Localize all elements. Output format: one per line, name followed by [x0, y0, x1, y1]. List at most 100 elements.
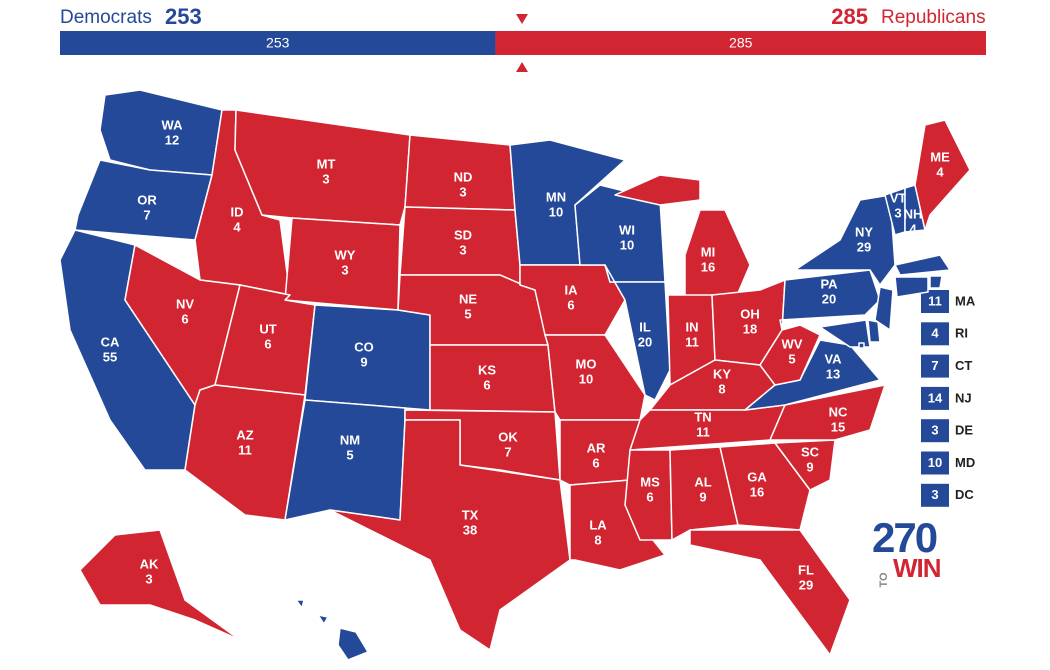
state-votes: 38 — [463, 522, 477, 537]
small-state-abbr: MD — [955, 455, 975, 470]
logo-number: 270 — [872, 514, 937, 561]
state-abbr: IL — [639, 319, 651, 334]
state-abbr: MO — [576, 356, 597, 371]
state-votes: 5 — [788, 351, 795, 366]
state-shape — [819, 319, 871, 348]
state: AK3 — [79, 529, 241, 641]
logo-to: TO — [878, 572, 890, 588]
state-shape — [329, 419, 571, 651]
state-shape — [914, 119, 971, 231]
state-votes: 8 — [594, 532, 601, 547]
state-votes: 13 — [826, 366, 840, 381]
state-votes: 3 — [894, 205, 901, 220]
state-votes: 4 — [233, 219, 241, 234]
rep-total: 285 — [831, 4, 868, 29]
state-shape — [794, 194, 896, 286]
small-state-box — [921, 386, 949, 410]
state-votes: 3 — [341, 262, 348, 277]
state-votes: 8 — [718, 381, 725, 396]
state-abbr: AK — [140, 556, 159, 571]
state-abbr: AZ — [236, 427, 253, 442]
state-shape — [669, 446, 739, 541]
state-abbr: OH — [740, 306, 760, 321]
state-votes: 11 — [238, 442, 252, 457]
logo-win: WIN — [893, 553, 941, 583]
state-abbr: IN — [686, 319, 699, 334]
state-votes: 15 — [831, 419, 845, 434]
small-state-box — [921, 322, 949, 346]
state-votes: 10 — [620, 237, 634, 252]
state-votes: 20 — [822, 291, 836, 306]
state-abbr: NH — [904, 206, 923, 221]
state-abbr: SD — [454, 227, 472, 242]
state-votes: 3 — [145, 571, 152, 586]
state: CO9 — [304, 304, 431, 411]
small-state-abbr: DC — [955, 487, 974, 502]
state-shape — [684, 209, 751, 301]
state-votes: 3 — [322, 171, 329, 186]
state-votes: 16 — [750, 484, 764, 499]
state-votes: 6 — [592, 455, 599, 470]
state: ME4 — [914, 119, 971, 231]
state: NV6 — [124, 244, 241, 406]
state-shape — [317, 614, 329, 625]
state-abbr: TX — [462, 507, 479, 522]
state-votes: 6 — [567, 297, 574, 312]
state-shape — [337, 627, 369, 661]
state-abbr: TN — [694, 409, 711, 424]
state-votes: 29 — [799, 577, 813, 592]
state-votes: 4 — [909, 221, 917, 236]
state-votes: 7 — [143, 207, 150, 222]
state-shape — [769, 384, 886, 441]
small-state-box — [921, 290, 949, 313]
state-shape — [774, 439, 836, 491]
state-votes: 55 — [103, 349, 117, 364]
state: HI4 — [295, 599, 369, 661]
state: SC9 — [774, 439, 836, 491]
state-abbr: NE — [459, 291, 477, 306]
state-abbr: AR — [587, 440, 606, 455]
state-votes: 12 — [165, 132, 179, 147]
small-state-votes: 7 — [931, 358, 938, 373]
state-shape — [719, 442, 811, 531]
state-abbr: NC — [829, 404, 848, 419]
state-shape — [858, 342, 865, 349]
state: MS6 — [624, 449, 673, 541]
state-shape — [295, 599, 305, 609]
state-votes: 4 — [318, 639, 326, 654]
state: NM5 — [284, 399, 406, 521]
state-shape — [929, 275, 943, 289]
dem-label: Democrats — [60, 7, 152, 28]
state-abbr: NV — [176, 296, 194, 311]
state-shape — [544, 334, 646, 421]
rep-bar-label: 285 — [729, 35, 753, 51]
state-shape — [79, 529, 241, 641]
state-abbr: GA — [747, 469, 767, 484]
small-state-votes: 4 — [931, 326, 939, 341]
state-votes: 11 — [696, 424, 710, 439]
small-state-votes: 11 — [928, 293, 942, 308]
state-abbr: KS — [478, 362, 496, 377]
state-votes: 3 — [459, 184, 466, 199]
state-votes: 10 — [579, 371, 593, 386]
state-abbr: AL — [694, 474, 711, 489]
state-abbr: UT — [259, 321, 276, 336]
state-abbr: KY — [713, 366, 731, 381]
state: VT3 — [884, 187, 906, 236]
state: ND3 — [404, 134, 516, 211]
state-abbr: CA — [101, 334, 120, 349]
state-votes: 7 — [504, 444, 511, 459]
state-votes: 9 — [699, 489, 706, 504]
state-votes: 29 — [857, 239, 871, 254]
state-votes: 18 — [743, 321, 757, 336]
state-abbr: ME — [930, 149, 950, 164]
